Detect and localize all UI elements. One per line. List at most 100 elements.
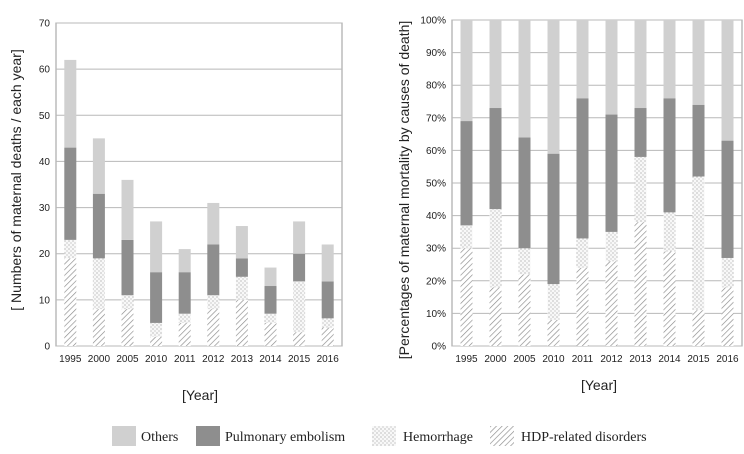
right-y-tick-label: 100% — [420, 16, 446, 27]
left-bar-hemorrhage-2011 — [178, 313, 191, 323]
right-y-tick-label: 80% — [426, 81, 446, 92]
left-bar-others-2012 — [207, 202, 220, 245]
left-x-tick-label: 2014 — [259, 354, 282, 365]
right-x-tick-label: 2011 — [572, 354, 594, 365]
left-bar-hemorrhage-2005 — [121, 295, 134, 310]
numbers-chart: 0 10 20 30 40 50 60 70 1995 2000 2005 2010 2011 2012… — [8, 19, 343, 403]
right-x-tick-label: 2015 — [687, 354, 710, 365]
right-x-tick-label: 2010 — [542, 354, 565, 365]
right-bar-hdp-1995 — [460, 248, 473, 346]
left-x-tick-label: 2013 — [231, 354, 254, 365]
left-y-tick-label: 60 — [39, 65, 51, 76]
left-x-tick-label: 2011 — [174, 354, 196, 365]
left-bar-hdp-2012 — [207, 309, 220, 346]
left-bar-others-2013 — [235, 226, 248, 259]
right-bar-hemorrhage-2012 — [605, 231, 618, 262]
left-x-tick-label: 2016 — [317, 354, 340, 365]
legend-label-hdp-related-disorders: HDP-related disorders — [521, 430, 647, 445]
left-bar-hemorrhage-2010 — [150, 322, 163, 337]
right-y-tick-label: 50% — [426, 179, 446, 190]
right-bar-pulmonary-2000 — [489, 108, 502, 210]
left-bar-hemorrhage-2013 — [235, 276, 248, 300]
right-bar-hemorrhage-2014 — [663, 212, 676, 252]
right-bar-others-2016 — [721, 20, 734, 141]
right-bar-hdp-2010 — [547, 319, 560, 346]
left-bar-hdp-2010 — [150, 336, 163, 346]
right-bar-others-2015 — [692, 20, 705, 105]
right-bar-others-2005 — [518, 20, 531, 138]
legend-label-pulmonary-embolism: Pulmonary embolism — [225, 430, 345, 445]
left-y-tick-label: 70 — [39, 19, 51, 30]
right-y-tick-label: 20% — [426, 276, 446, 287]
left-bar-others-1995 — [64, 59, 77, 148]
numbers-y-axis-label: [ Numbers of maternal deaths / each year… — [8, 49, 24, 310]
right-bar-pulmonary-2015 — [692, 104, 705, 177]
left-bar-hemorrhage-2014 — [264, 313, 277, 323]
left-bar-hemorrhage-2015 — [293, 281, 306, 333]
right-x-tick-label: 2012 — [600, 354, 623, 365]
right-bar-hemorrhage-2005 — [518, 248, 531, 275]
left-bar-hdp-2000 — [92, 309, 105, 346]
left-x-tick-label: 2010 — [145, 354, 168, 365]
right-x-tick-label: 2000 — [484, 354, 507, 365]
right-bar-hemorrhage-2016 — [721, 257, 734, 288]
right-y-tick-label: 10% — [426, 309, 446, 320]
left-bar-others-2010 — [150, 221, 163, 273]
right-x-tick-label: 2016 — [716, 354, 739, 365]
percentages-y-axis-label: [Percentages of maternal mortality by ca… — [396, 21, 412, 360]
left-bar-hemorrhage-2000 — [92, 258, 105, 310]
right-bar-others-2011 — [576, 20, 589, 99]
right-y-tick-label: 70% — [426, 113, 446, 124]
right-bar-hemorrhage-2000 — [489, 209, 502, 288]
right-bar-pulmonary-2016 — [721, 140, 734, 258]
right-bar-pulmonary-2005 — [518, 137, 531, 249]
left-bar-hdp-2005 — [121, 309, 134, 346]
left-bar-pulmonary-2014 — [264, 286, 277, 314]
left-bar-hdp-2016 — [321, 327, 334, 346]
right-bar-hdp-2000 — [489, 287, 502, 346]
percentages-chart: 0% 10% 20% 30% 40% 50% 60% 70% 80% 90% 100% 1995 20… — [396, 16, 743, 393]
left-bar-pulmonary-2000 — [92, 193, 105, 259]
left-bar-others-2016 — [321, 244, 334, 282]
percentages-y-tick-labels: 0% 10% 20% 30% 40% 50% 60% 70% 80% 90% 100% — [420, 16, 446, 353]
left-bar-pulmonary-2011 — [178, 272, 191, 314]
right-y-tick-label: 0% — [432, 342, 447, 353]
right-bar-hdp-2012 — [605, 261, 618, 346]
left-y-tick-label: 40 — [39, 157, 51, 168]
left-bar-pulmonary-2015 — [293, 253, 306, 282]
right-bar-hdp-2013 — [634, 222, 647, 346]
right-bar-hdp-2011 — [576, 267, 589, 346]
left-bar-hdp-1995 — [64, 258, 77, 346]
left-x-tick-label: 2005 — [116, 354, 139, 365]
right-bar-hemorrhage-2013 — [634, 156, 647, 223]
percentages-x-axis-label: [Year] — [581, 377, 617, 393]
left-bar-hdp-2014 — [264, 322, 277, 346]
right-bar-pulmonary-2014 — [663, 98, 676, 213]
right-bar-others-2012 — [605, 20, 618, 115]
left-bar-others-2005 — [121, 179, 134, 240]
left-bar-hemorrhage-2012 — [207, 295, 220, 310]
right-bar-others-2000 — [489, 20, 502, 109]
numbers-y-tick-labels: 0 10 20 30 40 50 60 70 — [39, 19, 51, 353]
left-bar-hemorrhage-2016 — [321, 318, 334, 328]
left-x-tick-label: 2000 — [88, 354, 111, 365]
right-y-tick-label: 30% — [426, 244, 446, 255]
legend-swatch-hdp-related-disorders — [490, 426, 514, 446]
right-y-tick-label: 40% — [426, 211, 446, 222]
percentages-x-tick-labels: 1995 2000 2005 2010 2011 2012 2013 2014 2015 2016 — [455, 354, 739, 365]
right-bar-hemorrhage-2010 — [547, 284, 560, 320]
right-bar-hemorrhage-2015 — [692, 176, 705, 311]
percentages-bars — [460, 20, 734, 346]
right-bar-pulmonary-2011 — [576, 98, 589, 239]
left-bar-hdp-2015 — [293, 332, 306, 346]
right-bar-others-2013 — [634, 20, 647, 109]
right-y-tick-label: 60% — [426, 146, 446, 157]
right-bar-hemorrhage-2011 — [576, 238, 589, 268]
left-bar-pulmonary-2012 — [207, 244, 220, 296]
numbers-bars — [64, 59, 334, 346]
right-bar-pulmonary-2013 — [634, 108, 647, 157]
right-bar-others-2014 — [663, 20, 676, 99]
left-bar-others-2015 — [293, 221, 306, 254]
left-x-tick-label: 1995 — [59, 354, 82, 365]
right-x-tick-label: 2005 — [513, 354, 536, 365]
